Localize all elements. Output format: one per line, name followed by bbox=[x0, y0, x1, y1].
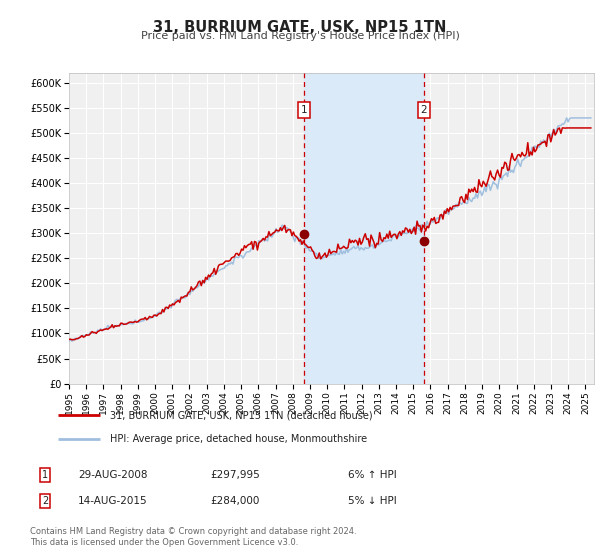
Text: 1: 1 bbox=[42, 470, 48, 480]
Text: £297,995: £297,995 bbox=[210, 470, 260, 480]
Text: 31, BURRIUM GATE, USK, NP15 1TN: 31, BURRIUM GATE, USK, NP15 1TN bbox=[154, 20, 446, 35]
Text: 14-AUG-2015: 14-AUG-2015 bbox=[78, 496, 148, 506]
Text: This data is licensed under the Open Government Licence v3.0.: This data is licensed under the Open Gov… bbox=[30, 538, 298, 547]
Text: 2: 2 bbox=[421, 105, 427, 115]
Text: Contains HM Land Registry data © Crown copyright and database right 2024.: Contains HM Land Registry data © Crown c… bbox=[30, 528, 356, 536]
Text: 1: 1 bbox=[301, 105, 307, 115]
Bar bbox=[304, 73, 424, 384]
Text: 6% ↑ HPI: 6% ↑ HPI bbox=[348, 470, 397, 480]
Text: £284,000: £284,000 bbox=[210, 496, 259, 506]
Text: 5% ↓ HPI: 5% ↓ HPI bbox=[348, 496, 397, 506]
Text: Price paid vs. HM Land Registry's House Price Index (HPI): Price paid vs. HM Land Registry's House … bbox=[140, 31, 460, 41]
Text: 31, BURRIUM GATE, USK, NP15 1TN (detached house): 31, BURRIUM GATE, USK, NP15 1TN (detache… bbox=[110, 410, 373, 420]
Text: 2: 2 bbox=[42, 496, 48, 506]
Text: 29-AUG-2008: 29-AUG-2008 bbox=[78, 470, 148, 480]
Text: HPI: Average price, detached house, Monmouthshire: HPI: Average price, detached house, Monm… bbox=[110, 434, 367, 444]
